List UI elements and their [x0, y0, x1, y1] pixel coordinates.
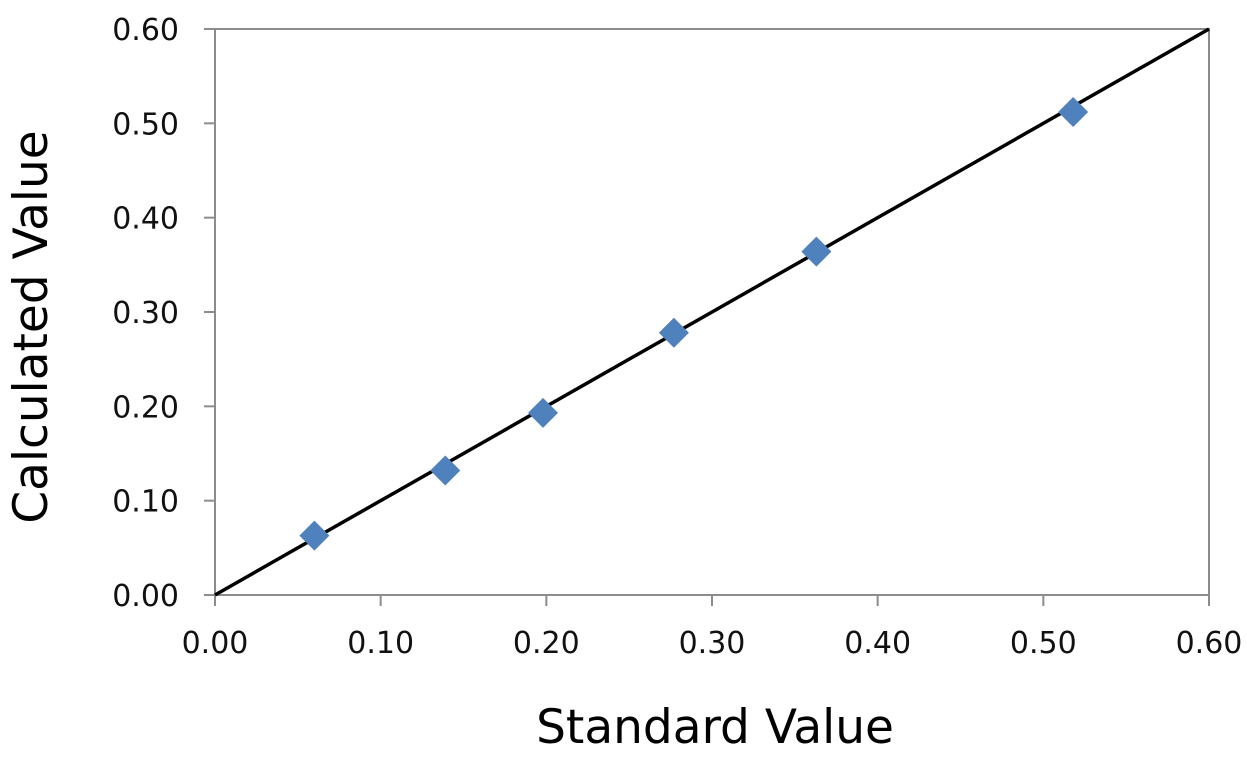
y-tick-label: 0.40	[112, 202, 179, 237]
points-layer	[299, 97, 1089, 551]
y-tick-label: 0.30	[112, 296, 179, 331]
identity-line	[214, 27, 1210, 597]
x-tick-label: 0.10	[347, 626, 414, 661]
data-point	[1058, 97, 1089, 128]
data-point	[528, 397, 559, 428]
y-tick-label: 0.20	[112, 390, 179, 425]
x-tick-label: 0.30	[679, 626, 746, 661]
y-axis: 0.00 0.10 0.20 0.30 0.40 0.50 0.60	[112, 13, 215, 614]
x-axis: 0.00 0.10 0.20 0.30 0.40 0.50 0.60	[182, 595, 1243, 661]
y-tick-label: 0.50	[112, 107, 179, 142]
x-tick-label: 0.60	[1176, 626, 1243, 661]
reference-layer	[214, 27, 1210, 597]
x-tick-label: 0.00	[182, 626, 249, 661]
x-tick-label: 0.40	[844, 626, 911, 661]
x-tick-label: 0.50	[1010, 626, 1077, 661]
data-point	[430, 455, 461, 486]
x-axis-title: Standard Value	[536, 700, 894, 755]
data-point	[299, 520, 330, 551]
data-point	[801, 236, 832, 267]
data-point	[658, 317, 689, 348]
y-tick-label: 0.10	[112, 485, 179, 520]
x-tick-label: 0.20	[513, 626, 580, 661]
y-axis-title: Calculated Value	[4, 130, 59, 523]
y-tick-label: 0.60	[112, 13, 179, 48]
y-tick-label: 0.00	[112, 579, 179, 614]
